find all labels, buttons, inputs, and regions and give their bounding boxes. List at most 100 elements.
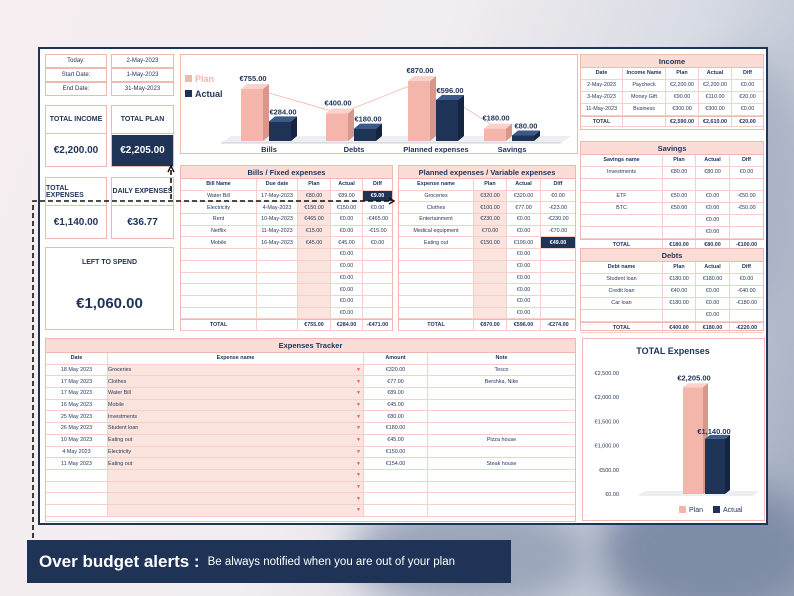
tracker-cell[interactable]: €45.00	[364, 399, 428, 411]
planned-cell[interactable]: €0.00	[507, 249, 541, 260]
bills-cell[interactable]	[257, 272, 298, 284]
tracker-cell[interactable]	[364, 481, 428, 493]
bills-cell[interactable]	[298, 307, 331, 319]
tracker-cell[interactable]: Investments ▼	[108, 411, 364, 423]
income-cell[interactable]: €0.00	[740, 106, 755, 113]
bills-cell[interactable]: €0.00	[331, 214, 363, 225]
planned-cell[interactable]: €100.00	[474, 202, 507, 214]
planned-cell[interactable]	[474, 295, 507, 307]
savings-cell[interactable]: Investments	[581, 166, 663, 178]
tracker-cell[interactable]	[428, 505, 575, 516]
bills-cell[interactable]	[181, 307, 257, 319]
debts-cell[interactable]: -€180.00	[735, 300, 758, 307]
income-cell[interactable]: €2,200.00	[666, 79, 699, 91]
tracker-cell[interactable]	[428, 482, 575, 493]
income-cell[interactable]: Paycheck	[623, 79, 666, 91]
debts-cell[interactable]: €40.00	[663, 285, 696, 297]
tracker-dropdown-icon[interactable]: ▼	[356, 425, 361, 432]
bills-cell[interactable]: 11-May-2023	[257, 225, 298, 237]
tracker-cell[interactable]	[428, 423, 575, 434]
planned-cell[interactable]	[541, 249, 575, 260]
tracker-cell[interactable]	[46, 481, 108, 493]
tracker-cell[interactable]: Pizza house	[486, 437, 517, 444]
planned-cell[interactable]	[399, 284, 474, 295]
bills-cell[interactable]	[257, 260, 298, 272]
tracker-cell[interactable]	[428, 470, 575, 481]
bills-cell[interactable]	[257, 307, 298, 319]
bills-cell[interactable]: €0.00	[331, 249, 363, 260]
bills-cell[interactable]	[181, 272, 257, 284]
tracker-dropdown-icon[interactable]: ▼	[356, 460, 361, 467]
bills-cell[interactable]: €89.00	[331, 190, 363, 202]
bills-cell[interactable]	[363, 249, 392, 260]
planned-cell[interactable]: €230.00	[474, 214, 507, 225]
bills-cell[interactable]: €80.00	[298, 190, 331, 202]
tracker-cell[interactable]: Eating out ▼	[108, 434, 364, 446]
bills-cell[interactable]: €0.00	[370, 239, 385, 246]
debts-cell[interactable]: €0.00	[739, 276, 754, 283]
bills-cell[interactable]	[363, 273, 392, 284]
planned-cell[interactable]	[541, 308, 575, 319]
planned-cell[interactable]: €320.00	[474, 190, 507, 202]
tracker-cell[interactable]: 11 May 2023	[46, 458, 108, 469]
tracker-cell[interactable]	[46, 469, 108, 481]
tracker-cell[interactable]	[46, 504, 108, 516]
tracker-dropdown-icon[interactable]: ▼	[356, 472, 361, 479]
planned-cell[interactable]: Eating out	[399, 237, 474, 249]
savings-cell[interactable]	[663, 178, 696, 190]
today-value[interactable]: 2-May-2023	[111, 54, 174, 68]
savings-cell[interactable]: €80.00	[663, 166, 696, 178]
planned-cell[interactable]: €199.00	[507, 237, 541, 249]
planned-cell[interactable]: €0.00	[507, 307, 541, 319]
income-cell[interactable]: €110.00	[699, 91, 732, 103]
bills-cell[interactable]	[298, 260, 331, 272]
tracker-dropdown-icon[interactable]: ▼	[356, 437, 361, 444]
tracker-cell[interactable]: €77.00	[364, 376, 428, 388]
tracker-dropdown-icon[interactable]: ▼	[356, 402, 361, 409]
savings-cell[interactable]: -€50.00	[737, 193, 756, 200]
bills-cell[interactable]	[181, 260, 257, 272]
planned-cell[interactable]	[399, 260, 474, 272]
savings-cell[interactable]: ETF	[581, 190, 663, 202]
planned-cell[interactable]: €0.00	[507, 225, 541, 237]
bills-cell[interactable]: -€15.00	[368, 228, 387, 235]
tracker-cell[interactable]: €80.00	[364, 411, 428, 423]
bills-cell[interactable]: Netflix	[181, 225, 257, 237]
debts-cell[interactable]: €180.00	[663, 273, 696, 285]
tracker-dropdown-icon[interactable]: ▼	[356, 390, 361, 397]
income-cell[interactable]: 2-May-2023	[581, 79, 623, 91]
bills-cell[interactable]: €0.00	[331, 225, 363, 237]
tracker-cell[interactable]: Steak house	[486, 460, 517, 467]
tracker-cell[interactable]: ▼	[108, 481, 364, 493]
bills-cell[interactable]: €150.00	[298, 202, 331, 214]
tracker-cell[interactable]: Clothes ▼	[108, 376, 364, 388]
planned-cell[interactable]	[474, 284, 507, 295]
savings-cell[interactable]: €0.00	[696, 226, 730, 238]
debts-cell[interactable]: Credit loan	[581, 285, 663, 297]
savings-cell[interactable]: €80.00	[696, 166, 730, 178]
planned-cell[interactable]: €0.00	[507, 272, 541, 284]
bills-cell[interactable]: 17-May-2023	[257, 190, 298, 202]
tracker-cell[interactable]: ▼	[108, 493, 364, 504]
bills-cell[interactable]: €45.00	[298, 237, 331, 249]
tracker-dropdown-icon[interactable]: ▼	[356, 367, 361, 374]
bills-cell[interactable]: €0.00	[331, 307, 363, 319]
planned-cell[interactable]	[399, 295, 474, 307]
planned-cell[interactable]	[399, 249, 474, 260]
savings-cell[interactable]	[696, 178, 730, 190]
planned-cell[interactable]: -€70.00	[548, 228, 568, 235]
tracker-cell[interactable]	[428, 411, 575, 422]
bills-cell[interactable]: Electricity	[181, 202, 257, 214]
planned-cell[interactable]: €0.00	[507, 284, 541, 295]
planned-cell[interactable]: €150.00	[474, 237, 507, 249]
planned-cell[interactable]	[399, 272, 474, 284]
tracker-cell[interactable]	[428, 388, 575, 399]
tracker-cell[interactable]: Student loan ▼	[108, 423, 364, 434]
tracker-cell[interactable]: Eating out ▼	[108, 458, 364, 469]
planned-cell[interactable]	[474, 272, 507, 284]
bills-cell[interactable]	[363, 261, 392, 272]
bills-cell[interactable]	[298, 295, 331, 307]
bills-cell[interactable]: €0.00	[331, 260, 363, 272]
bills-cell[interactable]: €0.00	[331, 272, 363, 284]
tracker-cell[interactable]: Groceries ▼	[108, 364, 364, 376]
